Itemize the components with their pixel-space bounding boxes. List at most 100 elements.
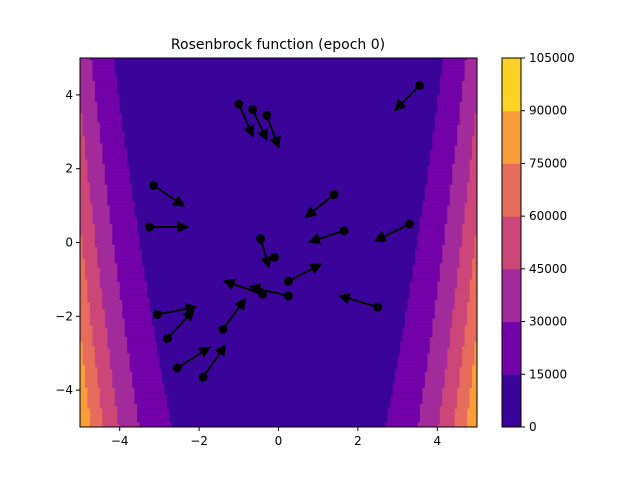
contour-cell — [117, 85, 441, 89]
contour-cell — [82, 244, 96, 248]
contour-cell — [92, 203, 108, 207]
contour-cell — [84, 373, 98, 377]
contour-cell — [422, 212, 448, 216]
contour-cell — [102, 297, 121, 301]
contour-cell — [80, 141, 86, 144]
contour-cell — [80, 115, 84, 119]
contour-cell — [447, 364, 463, 368]
gradient-arrow — [157, 303, 198, 316]
contour-cell — [137, 228, 421, 232]
contour-cell — [462, 87, 477, 91]
contour-cell — [474, 360, 477, 364]
contour-cell — [447, 357, 463, 361]
contour-cell — [99, 124, 123, 128]
contour-cell — [102, 302, 123, 306]
contour-cell — [464, 60, 477, 64]
contour-cell — [474, 129, 477, 133]
contour-cell — [119, 424, 141, 427]
contour-cell — [457, 277, 473, 280]
contour-cell — [112, 226, 138, 230]
contour-cell — [114, 67, 443, 71]
contour-cell — [437, 99, 463, 103]
contour-cell — [87, 171, 106, 174]
contour-cell — [434, 313, 453, 317]
contour-cell — [422, 205, 448, 209]
contour-cell — [439, 267, 458, 271]
contour-cell — [80, 330, 94, 334]
gradient-arrow — [237, 103, 255, 138]
contour-cell — [99, 267, 118, 271]
contour-cell — [92, 334, 108, 338]
contour-cell — [452, 318, 468, 322]
contour-cell — [104, 316, 123, 320]
contour-cell — [462, 226, 477, 230]
contour-cell — [397, 355, 428, 359]
contour-cell — [407, 309, 436, 313]
contour-cell — [80, 318, 91, 322]
contour-cell — [80, 106, 98, 110]
contour-cell — [117, 76, 441, 80]
contour-cell — [127, 152, 431, 156]
contour-cell — [464, 78, 477, 82]
contour-cell — [442, 392, 458, 396]
contour-cell — [432, 131, 458, 135]
contour-cell — [82, 113, 98, 117]
contour-cell — [114, 247, 141, 251]
contour-cell — [89, 408, 103, 412]
data-point — [234, 99, 244, 109]
contour-cell — [97, 369, 113, 373]
contour-cell — [410, 290, 438, 294]
contour-cell — [424, 196, 451, 200]
contour-cell — [402, 339, 431, 343]
contour-cell — [419, 417, 441, 421]
contour-cell — [462, 357, 476, 361]
contour-cell — [112, 376, 133, 380]
contour-cell — [469, 401, 477, 405]
contour-cell — [474, 122, 477, 126]
contour-cell — [127, 339, 156, 343]
contour-cell — [87, 399, 101, 403]
contour-cell — [137, 221, 421, 225]
contour-cell — [410, 284, 438, 287]
contour-cell — [97, 260, 116, 264]
contour-cell — [444, 369, 461, 373]
contour-cell — [80, 332, 94, 336]
contour-cell — [454, 422, 468, 426]
contour-cell — [397, 362, 428, 366]
contour-cell — [424, 189, 451, 193]
contour-cell — [82, 355, 96, 359]
contour-cell — [87, 161, 103, 165]
contour-cell — [129, 362, 161, 366]
contour-cell — [87, 295, 103, 299]
contour-cell — [457, 134, 476, 138]
contour-cell — [427, 355, 448, 359]
contour-cell — [432, 138, 458, 142]
contour-cell — [122, 300, 151, 304]
contour-cell — [412, 277, 441, 280]
contour-cell — [137, 410, 170, 414]
contour-cell — [437, 111, 461, 114]
contour-cell — [94, 346, 108, 350]
contour-cell — [472, 380, 477, 384]
contour-cell — [112, 228, 138, 232]
contour-cell — [122, 113, 436, 117]
contour-cell — [422, 401, 443, 405]
contour-cell — [457, 131, 476, 135]
contour-cell — [437, 424, 456, 427]
contour-cell — [124, 332, 156, 336]
contour-cell — [84, 136, 101, 140]
contour-cell — [122, 124, 436, 128]
contour-cell — [92, 64, 116, 68]
contour-cell — [139, 235, 419, 239]
contour-cell — [444, 224, 463, 227]
contour-cell — [80, 74, 94, 78]
contour-cell — [422, 390, 443, 394]
contour-cell — [92, 60, 116, 64]
contour-cell — [429, 161, 456, 165]
contour-cell — [151, 320, 406, 324]
contour-cell — [454, 408, 468, 412]
contour-cell — [80, 64, 94, 68]
contour-cell — [171, 422, 386, 426]
contour-cell — [134, 203, 424, 207]
contour-cell — [107, 184, 133, 188]
